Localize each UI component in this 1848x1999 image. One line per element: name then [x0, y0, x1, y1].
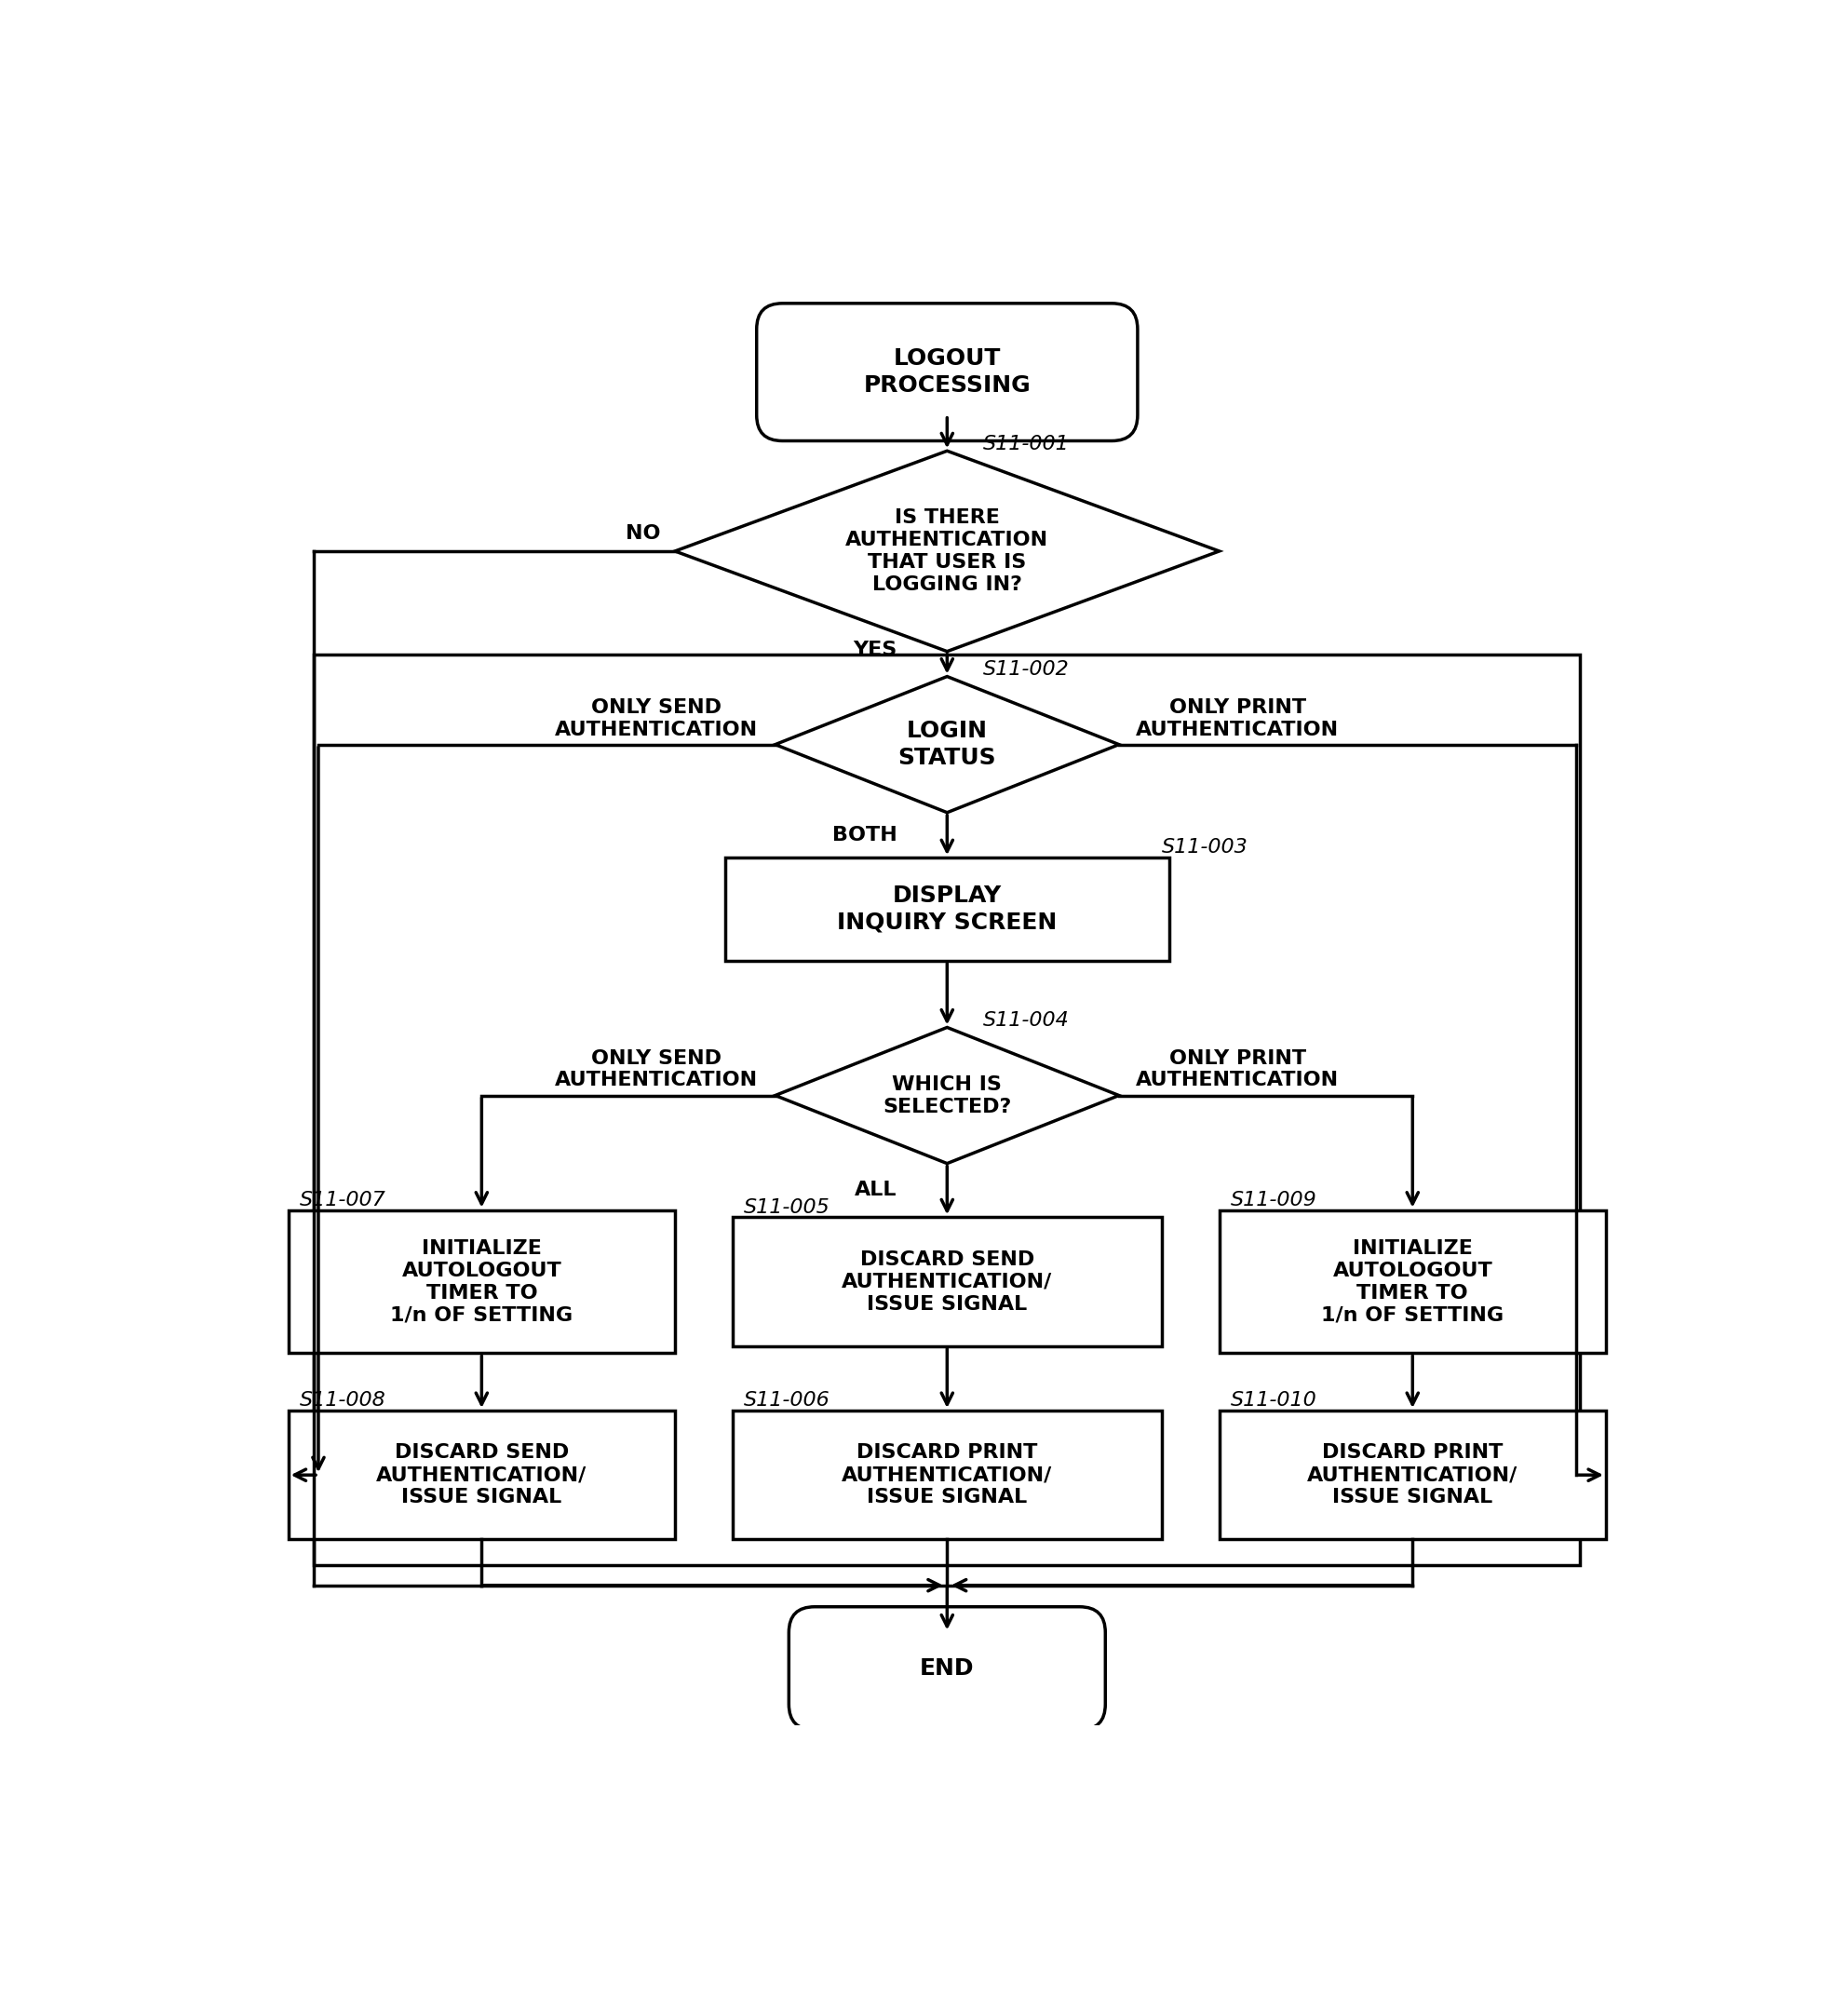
Text: LOGOUT
PROCESSING: LOGOUT PROCESSING: [863, 348, 1031, 396]
Text: BOTH: BOTH: [832, 826, 896, 844]
Bar: [1220, 1209, 1606, 1353]
Text: END: END: [920, 1657, 974, 1679]
Text: DISCARD SEND
AUTHENTICATION/
ISSUE SIGNAL: DISCARD SEND AUTHENTICATION/ ISSUE SIGNA…: [843, 1249, 1052, 1313]
Text: LOGIN
STATUS: LOGIN STATUS: [898, 720, 996, 770]
Bar: [732, 1217, 1162, 1345]
Text: S11-006: S11-006: [743, 1391, 830, 1409]
Text: DISCARD SEND
AUTHENTICATION/
ISSUE SIGNAL: DISCARD SEND AUTHENTICATION/ ISSUE SIGNA…: [377, 1443, 588, 1507]
Bar: [288, 1411, 675, 1539]
Text: S11-001: S11-001: [983, 434, 1070, 454]
Text: INITIALIZE
AUTOLOGOUT
TIMER TO
1/n OF SETTING: INITIALIZE AUTOLOGOUT TIMER TO 1/n OF SE…: [1321, 1239, 1504, 1325]
Polygon shape: [776, 676, 1120, 812]
FancyBboxPatch shape: [789, 1607, 1105, 1729]
Text: S11-002: S11-002: [983, 660, 1070, 678]
Text: YES: YES: [854, 640, 896, 660]
Text: S11-010: S11-010: [1231, 1391, 1318, 1409]
Bar: [1220, 1411, 1606, 1539]
Bar: [732, 1411, 1162, 1539]
Text: IS THERE
AUTHENTICATION
THAT USER IS
LOGGING IN?: IS THERE AUTHENTICATION THAT USER IS LOG…: [846, 508, 1048, 594]
Text: WHICH IS
SELECTED?: WHICH IS SELECTED?: [883, 1075, 1011, 1115]
Text: S11-008: S11-008: [299, 1391, 386, 1409]
Polygon shape: [675, 452, 1220, 652]
Text: NO: NO: [626, 524, 662, 544]
Bar: [314, 656, 1580, 1565]
Text: INITIALIZE
AUTOLOGOUT
TIMER TO
1/n OF SETTING: INITIALIZE AUTOLOGOUT TIMER TO 1/n OF SE…: [390, 1239, 573, 1325]
Text: ONLY SEND
AUTHENTICATION: ONLY SEND AUTHENTICATION: [554, 1049, 758, 1089]
Text: S11-003: S11-003: [1162, 838, 1247, 858]
Text: S11-007: S11-007: [299, 1191, 386, 1209]
Text: DISCARD PRINT
AUTHENTICATION/
ISSUE SIGNAL: DISCARD PRINT AUTHENTICATION/ ISSUE SIGN…: [1307, 1443, 1517, 1507]
Text: S11-004: S11-004: [983, 1011, 1070, 1029]
Text: DISPLAY
INQUIRY SCREEN: DISPLAY INQUIRY SCREEN: [837, 886, 1057, 934]
Text: S11-009: S11-009: [1231, 1191, 1318, 1209]
FancyBboxPatch shape: [756, 304, 1138, 442]
Text: ONLY SEND
AUTHENTICATION: ONLY SEND AUTHENTICATION: [554, 698, 758, 740]
Text: ONLY PRINT
AUTHENTICATION: ONLY PRINT AUTHENTICATION: [1137, 698, 1340, 740]
Text: ALL: ALL: [854, 1181, 896, 1199]
Text: ONLY PRINT
AUTHENTICATION: ONLY PRINT AUTHENTICATION: [1137, 1049, 1340, 1089]
Bar: [724, 858, 1170, 962]
Bar: [288, 1209, 675, 1353]
Text: DISCARD PRINT
AUTHENTICATION/
ISSUE SIGNAL: DISCARD PRINT AUTHENTICATION/ ISSUE SIGN…: [843, 1443, 1052, 1507]
Text: S11-005: S11-005: [743, 1197, 830, 1217]
Polygon shape: [776, 1027, 1120, 1163]
